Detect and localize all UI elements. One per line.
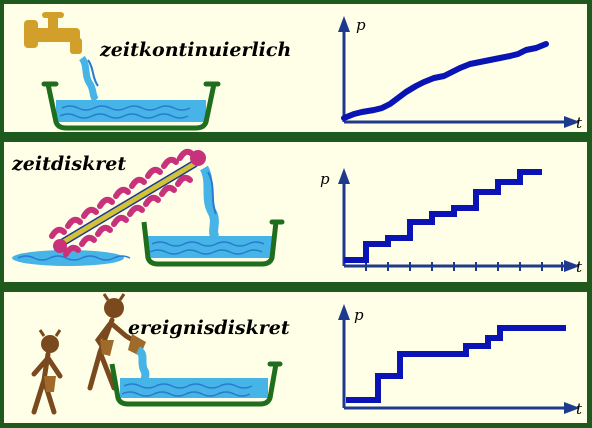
chart-axes	[338, 304, 580, 414]
chart-axes	[338, 168, 580, 272]
water-carrier-figure-icon	[31, 329, 63, 415]
chain-pump-icon	[49, 148, 206, 257]
panel-time-continuous-canvas: zeitkontinuierlich p t	[24, 12, 583, 132]
y-axis-label: p	[356, 16, 366, 34]
y-axis-label: p	[320, 170, 330, 188]
panel-label: zeitkontinuierlich	[99, 39, 291, 61]
x-axis-label: t	[576, 258, 583, 276]
panel-time-discrete-canvas: zeitdiskret	[11, 148, 583, 276]
chart-axes	[338, 16, 580, 128]
water-carrier-figure-icon	[87, 293, 146, 391]
water-basin-icon	[41, 81, 221, 131]
water-stream-icon	[79, 55, 99, 103]
discrete-time-step-curve	[344, 169, 542, 263]
water-stream-icon	[199, 165, 220, 242]
panel-event-discrete: ereignisdiskret p t	[4, 292, 587, 423]
panel-time-continuous: zeitkontinuierlich p t	[4, 4, 587, 132]
event-discrete-step-curve	[346, 325, 566, 403]
y-axis-label: p	[354, 306, 364, 324]
x-axis-label: t	[576, 114, 583, 132]
panel-label: zeitdiskret	[11, 153, 126, 175]
continuous-curve	[341, 41, 549, 121]
water-basin-icon	[141, 219, 285, 267]
panel-event-discrete-canvas: ereignisdiskret p t	[31, 293, 583, 418]
water-basin-icon	[109, 361, 283, 407]
panel-time-discrete: zeitdiskret	[4, 142, 587, 282]
x-axis-label: t	[576, 400, 583, 418]
water-tap-icon	[24, 12, 82, 54]
ground-water-icon	[12, 250, 131, 266]
panel-label: ereignisdiskret	[128, 317, 290, 339]
